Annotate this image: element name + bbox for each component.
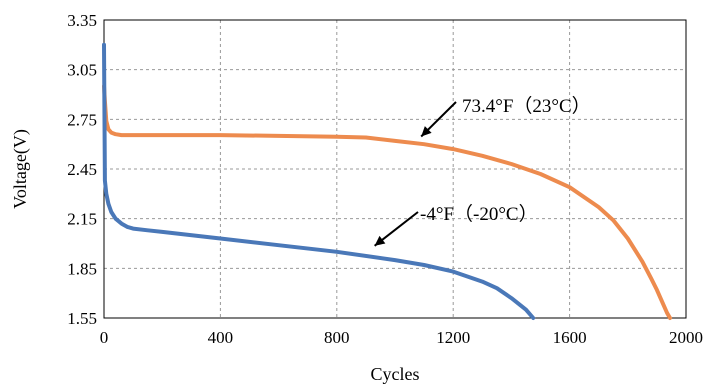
y-tick-label: 1.85 (67, 259, 97, 278)
x-tick-label: 400 (208, 328, 234, 347)
x-tick-label: 1600 (553, 328, 587, 347)
annotation-arrowhead-2 (374, 235, 386, 246)
series-group (102, 42, 672, 320)
y-tick-label: 2.45 (67, 160, 97, 179)
y-tick-label: 2.15 (67, 210, 97, 229)
annotation-arrowhead-1 (421, 126, 432, 137)
x-tick-label: 2000 (669, 328, 703, 347)
y-tick-label: 2.75 (67, 110, 97, 129)
x-tick-label: 800 (324, 328, 350, 347)
annotation-label-1: 73.4°F（23°C） (462, 95, 591, 117)
y-axis-label: Voltage(V) (10, 129, 31, 209)
y-tick-label: 3.35 (67, 11, 97, 30)
x-tick-label: 1200 (436, 328, 470, 347)
x-axis-label: Cycles (371, 364, 420, 384)
x-tick-label: 0 (100, 328, 109, 347)
y-tick-label: 1.55 (67, 309, 97, 328)
y-tick-label: 3.05 (67, 61, 97, 80)
annotation-label-2: -4°F（-20°C） (420, 203, 538, 225)
tick-labels: 0 400 800 1200 1600 2000 1.55 1.85 2.15 2.45 2.75 3… (67, 11, 703, 347)
grid (104, 20, 686, 318)
annotations: 73.4°F（23°C） -4°F（-20°C） (374, 95, 591, 247)
series-line-1 (102, 84, 672, 320)
series-line-2 (102, 42, 536, 320)
